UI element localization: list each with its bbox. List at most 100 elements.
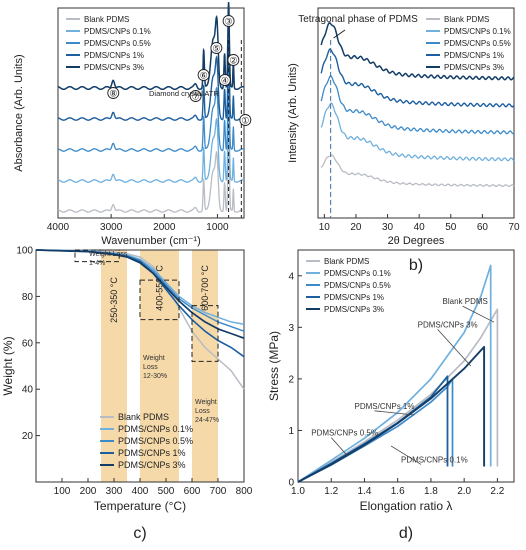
panel-d-xlabel: Elongation ratio λ (360, 499, 453, 513)
panel-c-band-label-1: 400-550 °C (155, 265, 165, 311)
legend-label-0: Blank PDMS (324, 257, 369, 266)
legend-label-2: PDMS/CNPs 0.5% (84, 39, 151, 48)
panel-c-xlabel: Temperature (°C) (94, 499, 186, 513)
panel-c-label: c) (133, 525, 146, 542)
legend-label-0: Blank PDMS (84, 15, 129, 24)
panel-d-series-4 (297, 345, 486, 483)
legend-label-3: PDMS/CNPs 1% (324, 293, 384, 302)
panel-d-label: d) (399, 525, 413, 542)
panel-c-xtick-label-5: 600 (184, 486, 201, 497)
panel-d-series-1 (297, 264, 492, 483)
panel-b-annotation: Tetragonal phase of PDMS (298, 14, 418, 25)
panel-d-annotation-1: PDMS/CNPs 3% (418, 320, 478, 329)
panel-c-box-label-2-1: Loss (195, 408, 210, 415)
panel-a-peak-label-7: ⑧ (109, 89, 117, 99)
legend-label-2: PDMS/CNPs 0.5% (324, 281, 391, 290)
panel-d-xtick-label-4: 1.8 (424, 486, 438, 497)
legend-label-0: Blank PDMS (118, 412, 169, 422)
panel-c-band-2 (192, 250, 218, 482)
panel-c-box-label-1-0: Weight (143, 355, 165, 362)
panel-c-band-label-2: 600-700 °C (200, 265, 210, 311)
panel-d-annotation-3: PDMS/CNPs 0.5% (311, 429, 378, 438)
panel-c-xtick-label-1: 200 (80, 486, 97, 497)
panel-c-box-label-0-1: 1-4% (89, 260, 105, 267)
legend-label-1: PDMS/CNPs 0.1% (444, 27, 511, 36)
panel-c-ytick-label-0: 20 (22, 431, 34, 442)
panel-a-ftir: 4000 3000 2000 1000 Wavenumber (cm⁻¹) Absorba… (13, 1, 252, 274)
panel-b-tick-label-3: 40 (414, 222, 426, 233)
panel-d-annotation-arrow-3 (330, 437, 349, 457)
legend-label-0: Blank PDMS (444, 15, 489, 24)
panel-c-ytick-label-2: 60 (22, 338, 34, 349)
panel-c-tga: 250-350 °C 400-550 °C 600-700 °C 100 200 300 4… (1, 246, 253, 543)
panel-c-xtick-label-0: 100 (54, 486, 71, 497)
panel-c-ytick-label-4: 100 (16, 246, 33, 257)
panel-b-tick-label-4: 50 (445, 222, 457, 233)
panel-d-ytick-label-0: 0 (288, 478, 294, 489)
legend-label-2: PDMS/CNPs 0.5% (444, 39, 511, 48)
panel-a-tick-label-1: 3000 (100, 222, 123, 233)
panel-b-frame (317, 7, 515, 219)
panel-d-ylabel: Stress (MPa) (267, 331, 281, 401)
panel-a-peak-badge-4 (210, 42, 223, 54)
legend-label-1: PDMS/CNPs 0.1% (118, 424, 193, 434)
panel-c-band-label-0: 250-350 °C (109, 277, 119, 323)
panel-d-ytick-label-4: 4 (288, 271, 294, 282)
panel-c-xtick-label-3: 400 (132, 486, 149, 497)
panel-d-xtick-label-1: 1.2 (324, 486, 338, 497)
panel-a-series-0 (57, 139, 245, 213)
panel-a-peak-label-6: ⑦ (192, 92, 200, 102)
legend-label-3: PDMS/CNPs 1% (444, 51, 504, 60)
panel-a-tick-label-2: 2000 (153, 222, 176, 233)
panel-c-box-label-2-0: Weight (195, 399, 217, 406)
panel-d-stress: 1.0 1.2 1.4 1.6 1.8 2.0 2.2 0 1 2 3 4 Elongation rat… (267, 249, 515, 542)
panel-b-tick-label-1: 20 (350, 222, 362, 233)
panel-d-xtick-label-2: 1.4 (358, 486, 372, 497)
panel-d-xtick-label-0: 1.0 (291, 486, 305, 497)
panel-d-ytick-label-1: 1 (288, 426, 294, 437)
panel-d-annotation-arrow-2 (374, 410, 415, 416)
panel-d-annotation-4: PDMS/CNPs 0.1% (401, 455, 468, 464)
panel-a-peak-badge-0 (239, 114, 252, 126)
panel-a-peak-label-0: ① (241, 116, 249, 126)
panel-d-xtick-label-6: 2.2 (490, 486, 504, 497)
panel-d-ytick-label-3: 3 (288, 323, 294, 334)
panel-a-series-1 (58, 106, 245, 183)
legend-label-1: PDMS/CNPs 0.1% (324, 269, 391, 278)
panel-a-peak-label-3: ④ (221, 76, 229, 86)
panel-a-peak-label-2: ③ (225, 17, 233, 27)
panel-c-xtick-label-4: 500 (158, 486, 175, 497)
panel-d-ytick-label-2: 2 (288, 374, 294, 385)
panel-a-frame (57, 7, 245, 219)
panel-a-tick-label-3: 1000 (206, 222, 229, 233)
panel-d-frame (297, 249, 515, 483)
panel-b-ylabel: Intensity (Arb. Units) (287, 63, 299, 163)
panel-a-tick-label-0: 4000 (47, 222, 70, 233)
legend-label-3: PDMS/CNPs 1% (118, 448, 186, 458)
legend-label-1: PDMS/CNPs 0.1% (84, 27, 151, 36)
panel-c-ytick-label-3: 80 (22, 292, 34, 303)
panel-b-arrow (333, 29, 346, 39)
panel-a-peak-label-1: ② (229, 56, 237, 66)
panel-a-xlabel: Wavenumber (cm⁻¹) (101, 235, 201, 247)
panel-c-box-label-1-1: Loss (143, 364, 158, 371)
panel-a-series-3 (57, 44, 245, 121)
panel-c-box-label-0-0: Weight Loss (89, 251, 128, 258)
panel-a-peak-badge-6 (189, 90, 202, 102)
panel-a-peak-badge-5 (197, 69, 210, 81)
panel-b-series-4 (320, 22, 515, 81)
panel-a-peak-badge-3 (218, 74, 231, 86)
panel-d-series-0 (297, 308, 499, 483)
panel-c-box-label-2-2: 24-47% (195, 417, 219, 424)
panel-d-annotation-arrow-4 (390, 445, 422, 465)
panel-a-ylabel: Absorbance (Arb. Units) (13, 54, 25, 171)
panel-a-series-4 (57, 1, 245, 91)
panel-c-xtick-label-7: 800 (236, 486, 253, 497)
panel-b-xrd: 10 20 30 40 50 60 70 2θ Degrees Intensity (Arb. … (287, 7, 520, 274)
panel-b-tick-label-5: 60 (477, 222, 489, 233)
panel-c-ylabel: Weight (%) (1, 336, 15, 395)
panel-b-series-1 (320, 102, 515, 162)
legend-label-2: PDMS/CNPs 0.5% (118, 436, 193, 446)
panel-d-annotation-2: PDMS/CNPs 1% (354, 402, 414, 411)
